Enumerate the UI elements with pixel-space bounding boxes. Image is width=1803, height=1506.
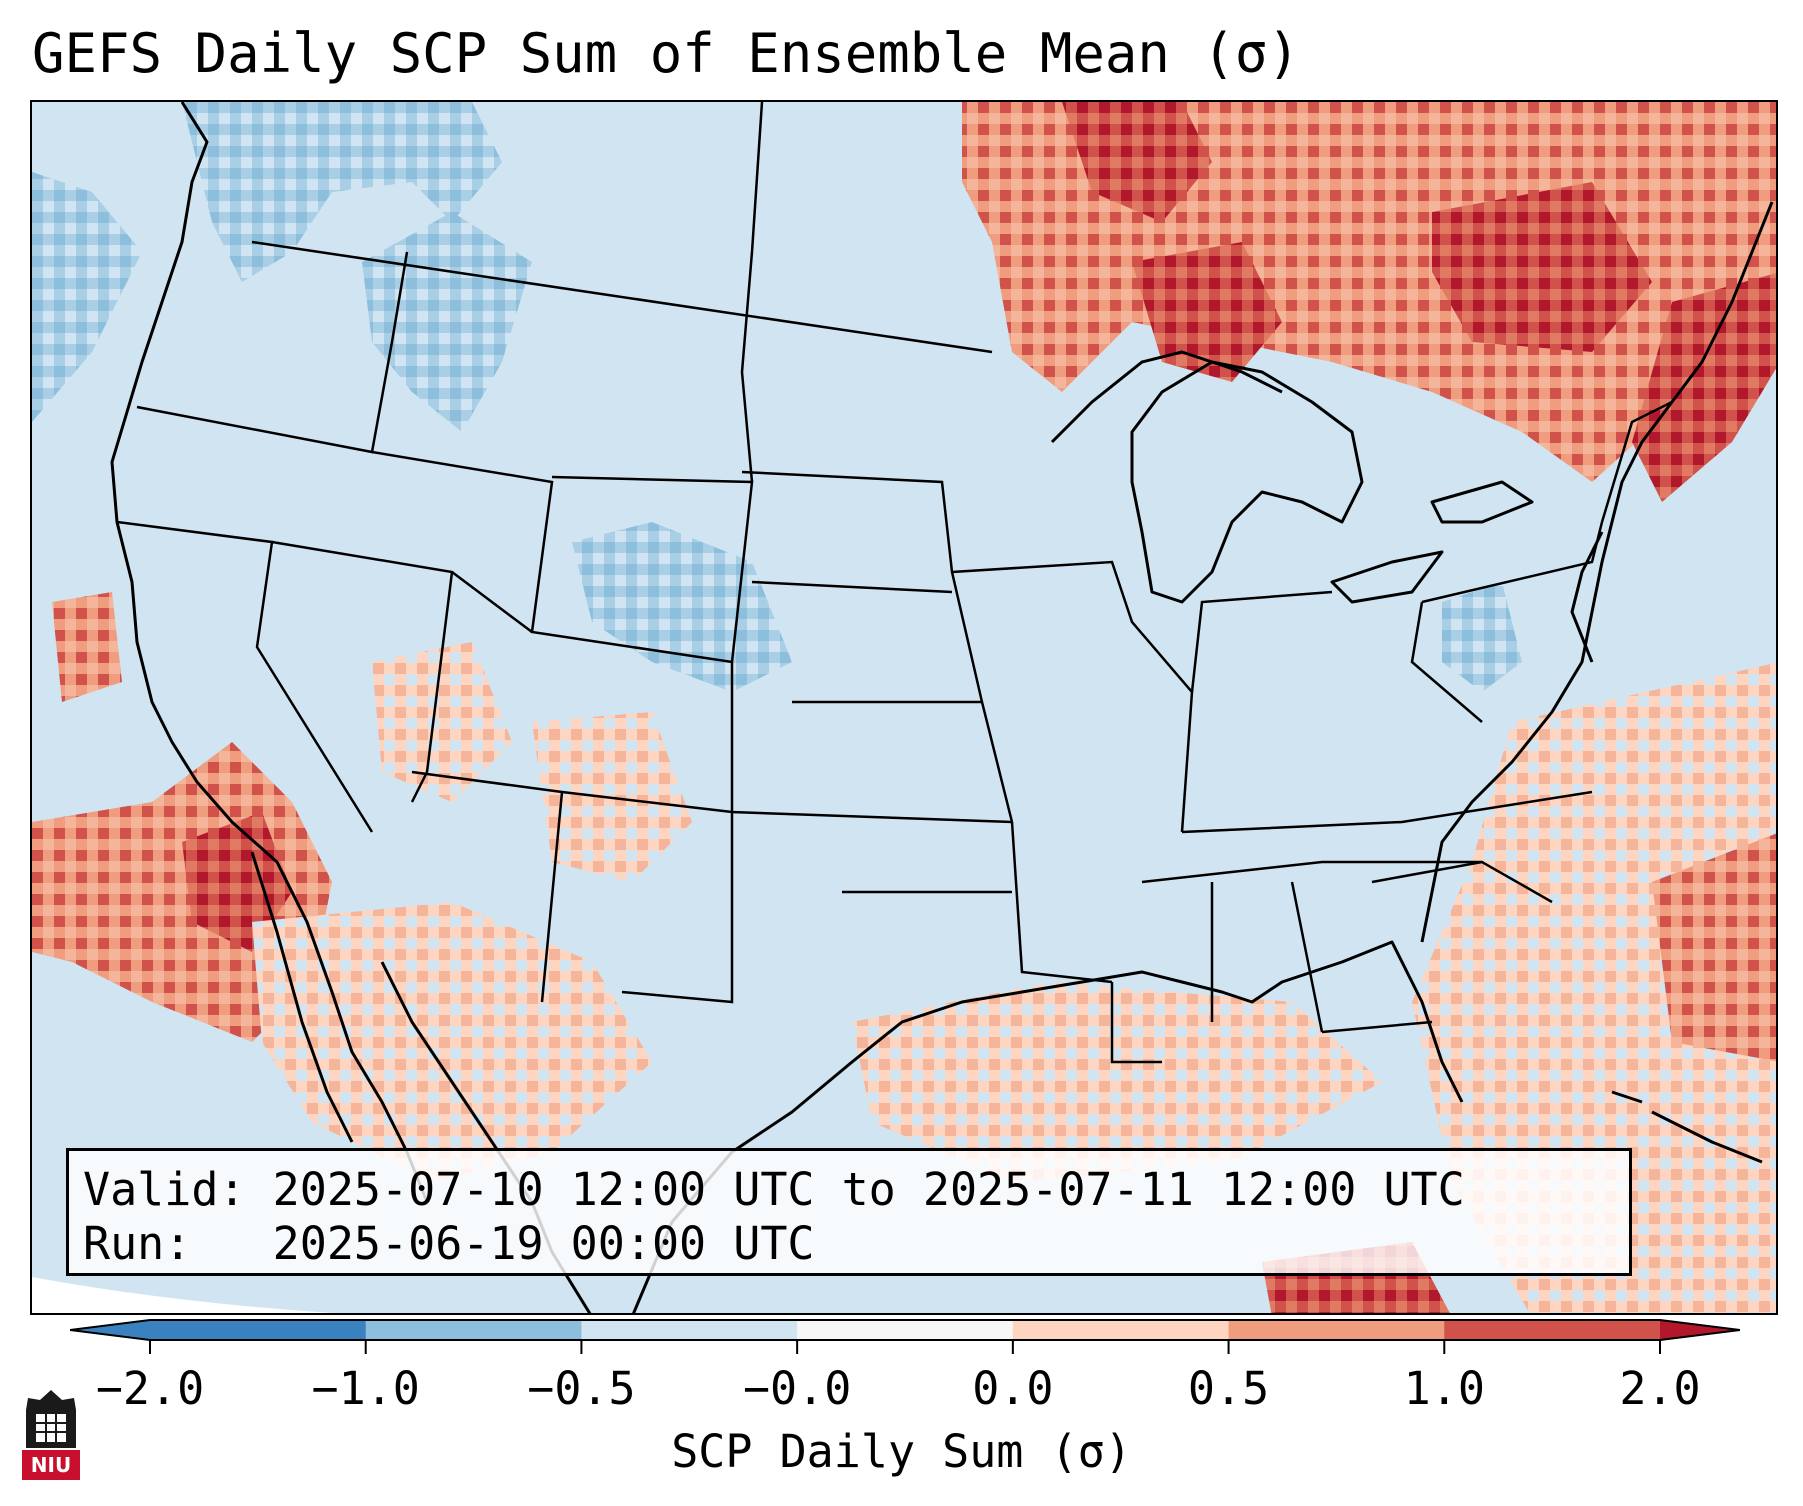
colorbar-segment — [1228, 1320, 1445, 1340]
anomaly-atlantic-core — [1652, 833, 1776, 1062]
lake-superior-south-shore — [1050, 350, 1283, 444]
niu-logo-badge — [22, 1450, 80, 1480]
anomaly-pacific-northwest — [182, 102, 502, 282]
validity-info-box: Valid: 2025-07-10 12:00 UTC to 2025-07-1… — [66, 1148, 1632, 1276]
niu-logo-grid-icon — [36, 1414, 66, 1442]
border-tennessee-north — [1181, 790, 1593, 834]
border-louisiana — [1110, 982, 1162, 1064]
border-nevada-utah — [271, 540, 454, 803]
colorbar-extend-high — [1660, 1320, 1740, 1340]
coastline-layer — [110, 102, 1774, 1313]
border-washington-oregon-idaho — [136, 251, 409, 454]
anomaly-gulf-of-mexico — [852, 982, 1382, 1182]
anomaly-arizona — [372, 642, 512, 802]
border-iowa-illinois — [951, 560, 1194, 833]
border-tennessee-south — [1141, 860, 1482, 884]
border-idaho-wyoming — [371, 450, 754, 664]
colorbar-segment — [1444, 1320, 1661, 1340]
border-pennsylvania — [1421, 521, 1604, 604]
anomaly-virginia — [1442, 582, 1522, 692]
border-arizona-new-mexico — [540, 791, 564, 1003]
colorbar-tick-label: −0.0 — [742, 1362, 852, 1415]
cuba-coastline — [1651, 1110, 1763, 1164]
border-utah-wyoming — [451, 571, 533, 633]
colorbar-outline — [70, 1319, 1740, 1341]
run-label: Run: — [83, 1217, 192, 1270]
border-new-york-new-england — [1600, 400, 1673, 523]
pacific-coastline — [110, 102, 429, 1203]
anomaly-colorado — [572, 522, 792, 692]
colorbar-tick-label: −1.0 — [311, 1362, 420, 1415]
anomaly-offshore-northwest — [32, 172, 142, 422]
valid-value: 2025-07-10 12:00 UTC to 2025-07-11 12:00… — [272, 1163, 1465, 1216]
anomaly-baja-core — [182, 812, 292, 952]
colorbar-segment — [1012, 1320, 1230, 1340]
bahamas-islands — [1611, 1090, 1643, 1104]
anomaly-quebec — [1432, 182, 1652, 352]
gulf-coastline — [632, 940, 1464, 1313]
colorbar — [70, 1319, 1740, 1354]
niu-logo: NIU — [22, 1390, 80, 1480]
border-montana-dakotas — [740, 102, 764, 483]
border-west-virginia — [1410, 601, 1483, 723]
border-oklahoma-arkansas — [1010, 821, 1113, 984]
anomaly-offshore-california — [52, 592, 122, 702]
chesapeake-bay — [1570, 531, 1604, 663]
border-alabama-georgia — [1290, 881, 1324, 1033]
map-title: GEFS Daily SCP Sum of Ensemble Mean (σ) — [32, 22, 1300, 85]
border-new-mexico-texas — [621, 812, 734, 1004]
colorbar-title: SCP Daily Sum (σ) — [671, 1425, 1132, 1478]
colorbar-segment — [365, 1320, 582, 1340]
niu-logo-window-icon — [36, 1414, 66, 1442]
colorbar-segment — [797, 1320, 1014, 1340]
border-canada-49th — [251, 240, 993, 354]
map-panel — [30, 100, 1778, 1315]
anomaly-lake-superior — [1132, 242, 1282, 382]
colorbar-segment — [581, 1320, 798, 1340]
colorbar-extend-low — [70, 1320, 150, 1340]
border-colorado-kansas — [730, 662, 1013, 824]
border-south-dakota-nebraska — [751, 580, 953, 594]
colorbar-tick-label: 1.0 — [1403, 1362, 1485, 1415]
colorbar-segments — [70, 1320, 1740, 1340]
state-borders — [116, 102, 1673, 1064]
lake-erie — [1330, 550, 1444, 604]
colorbar-ticks — [149, 1340, 1661, 1354]
colorbar-tick-label: −0.5 — [527, 1362, 636, 1415]
colorbar-tick-label: 2.0 — [1619, 1362, 1701, 1415]
run-value: 2025-06-19 00:00 UTC — [272, 1217, 815, 1270]
border-california-nevada — [116, 520, 374, 833]
niu-logo-text: NIU — [31, 1453, 71, 1477]
projection-edge-sw — [32, 1277, 333, 1313]
map-canvas — [32, 102, 1776, 1313]
atlantic-coastline — [1420, 201, 1774, 943]
colorbar-tick-label: −2.0 — [95, 1362, 205, 1415]
valid-label: Valid: — [83, 1163, 246, 1216]
anomaly-sonora — [252, 902, 652, 1182]
anomaly-maine — [1632, 273, 1776, 502]
anomaly-core-ontario — [1062, 102, 1212, 222]
border-florida-north — [1321, 1020, 1433, 1034]
border-carolinas — [1371, 860, 1553, 904]
lake-ontario — [1430, 480, 1534, 524]
colorbar-tick-label: 0.0 — [972, 1362, 1054, 1415]
baja-coastline — [250, 851, 354, 1143]
border-indiana-ohio — [1190, 590, 1333, 693]
colorbar-segment — [150, 1320, 367, 1340]
lake-michigan-outline — [1130, 360, 1364, 604]
colorbar-tick-label: 0.5 — [1187, 1362, 1270, 1415]
